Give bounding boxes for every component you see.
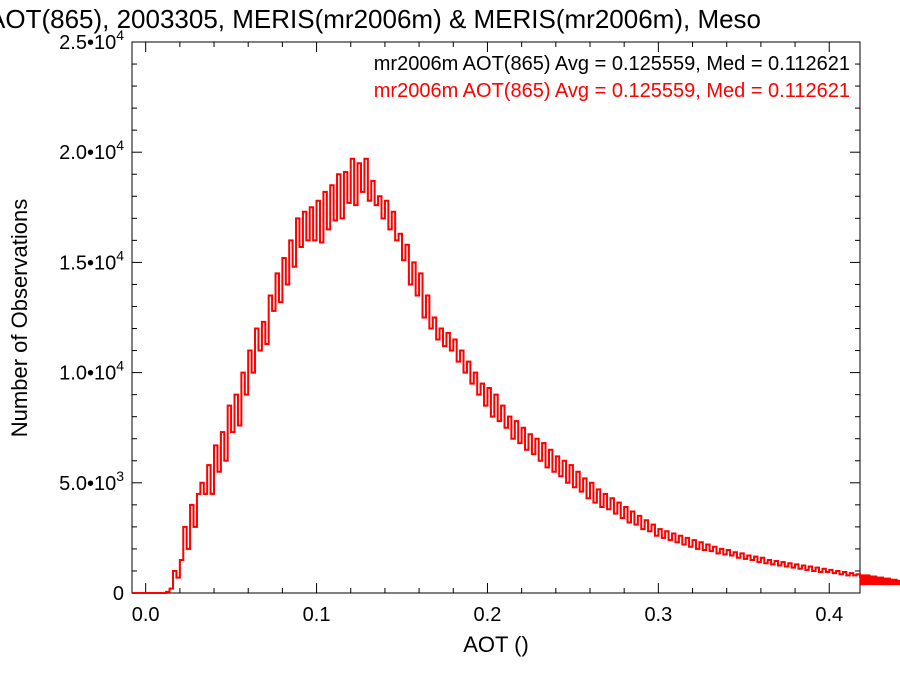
x-tick-label: 0.4 <box>815 604 843 626</box>
y-tick-label: 5.0•103 <box>59 468 124 495</box>
y-axis-label: Number of Observations <box>7 199 32 437</box>
legend-entry-black: mr2006m AOT(865) Avg = 0.125559, Med = 0… <box>374 53 850 75</box>
chart-title: AOT(865), 2003305, MERIS(mr2006m) & MERI… <box>0 4 761 34</box>
legend-entry-red: mr2006m AOT(865) Avg = 0.125559, Med = 0… <box>374 80 850 102</box>
y-tick-label: 0 <box>113 583 124 605</box>
x-tick-label: 0.2 <box>474 604 502 626</box>
x-tick-label: 0.0 <box>132 604 160 626</box>
y-tick-label: 2.5•104 <box>59 27 124 54</box>
series-group <box>132 157 900 594</box>
y-axis: 0 5.0•103 1.0•104 1.5•104 2.0•104 2.5•104 <box>59 27 860 605</box>
x-axis: 0.0 0.1 0.2 0.3 0.4 <box>132 42 843 626</box>
x-axis-label: AOT () <box>463 632 529 657</box>
y-tick-label: 1.0•104 <box>59 358 124 385</box>
y-tick-label: 2.0•104 <box>59 137 124 164</box>
histogram-series-red <box>132 157 900 594</box>
x-tick-label: 0.3 <box>644 604 672 626</box>
x-tick-label: 0.1 <box>303 604 331 626</box>
y-tick-label: 1.5•104 <box>59 247 124 274</box>
plot-frame <box>131 41 861 594</box>
